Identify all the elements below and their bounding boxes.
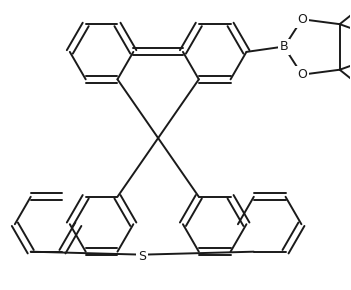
Text: S: S — [138, 250, 146, 263]
Text: O: O — [297, 68, 307, 81]
Text: B: B — [280, 40, 289, 53]
Text: O: O — [297, 13, 307, 26]
